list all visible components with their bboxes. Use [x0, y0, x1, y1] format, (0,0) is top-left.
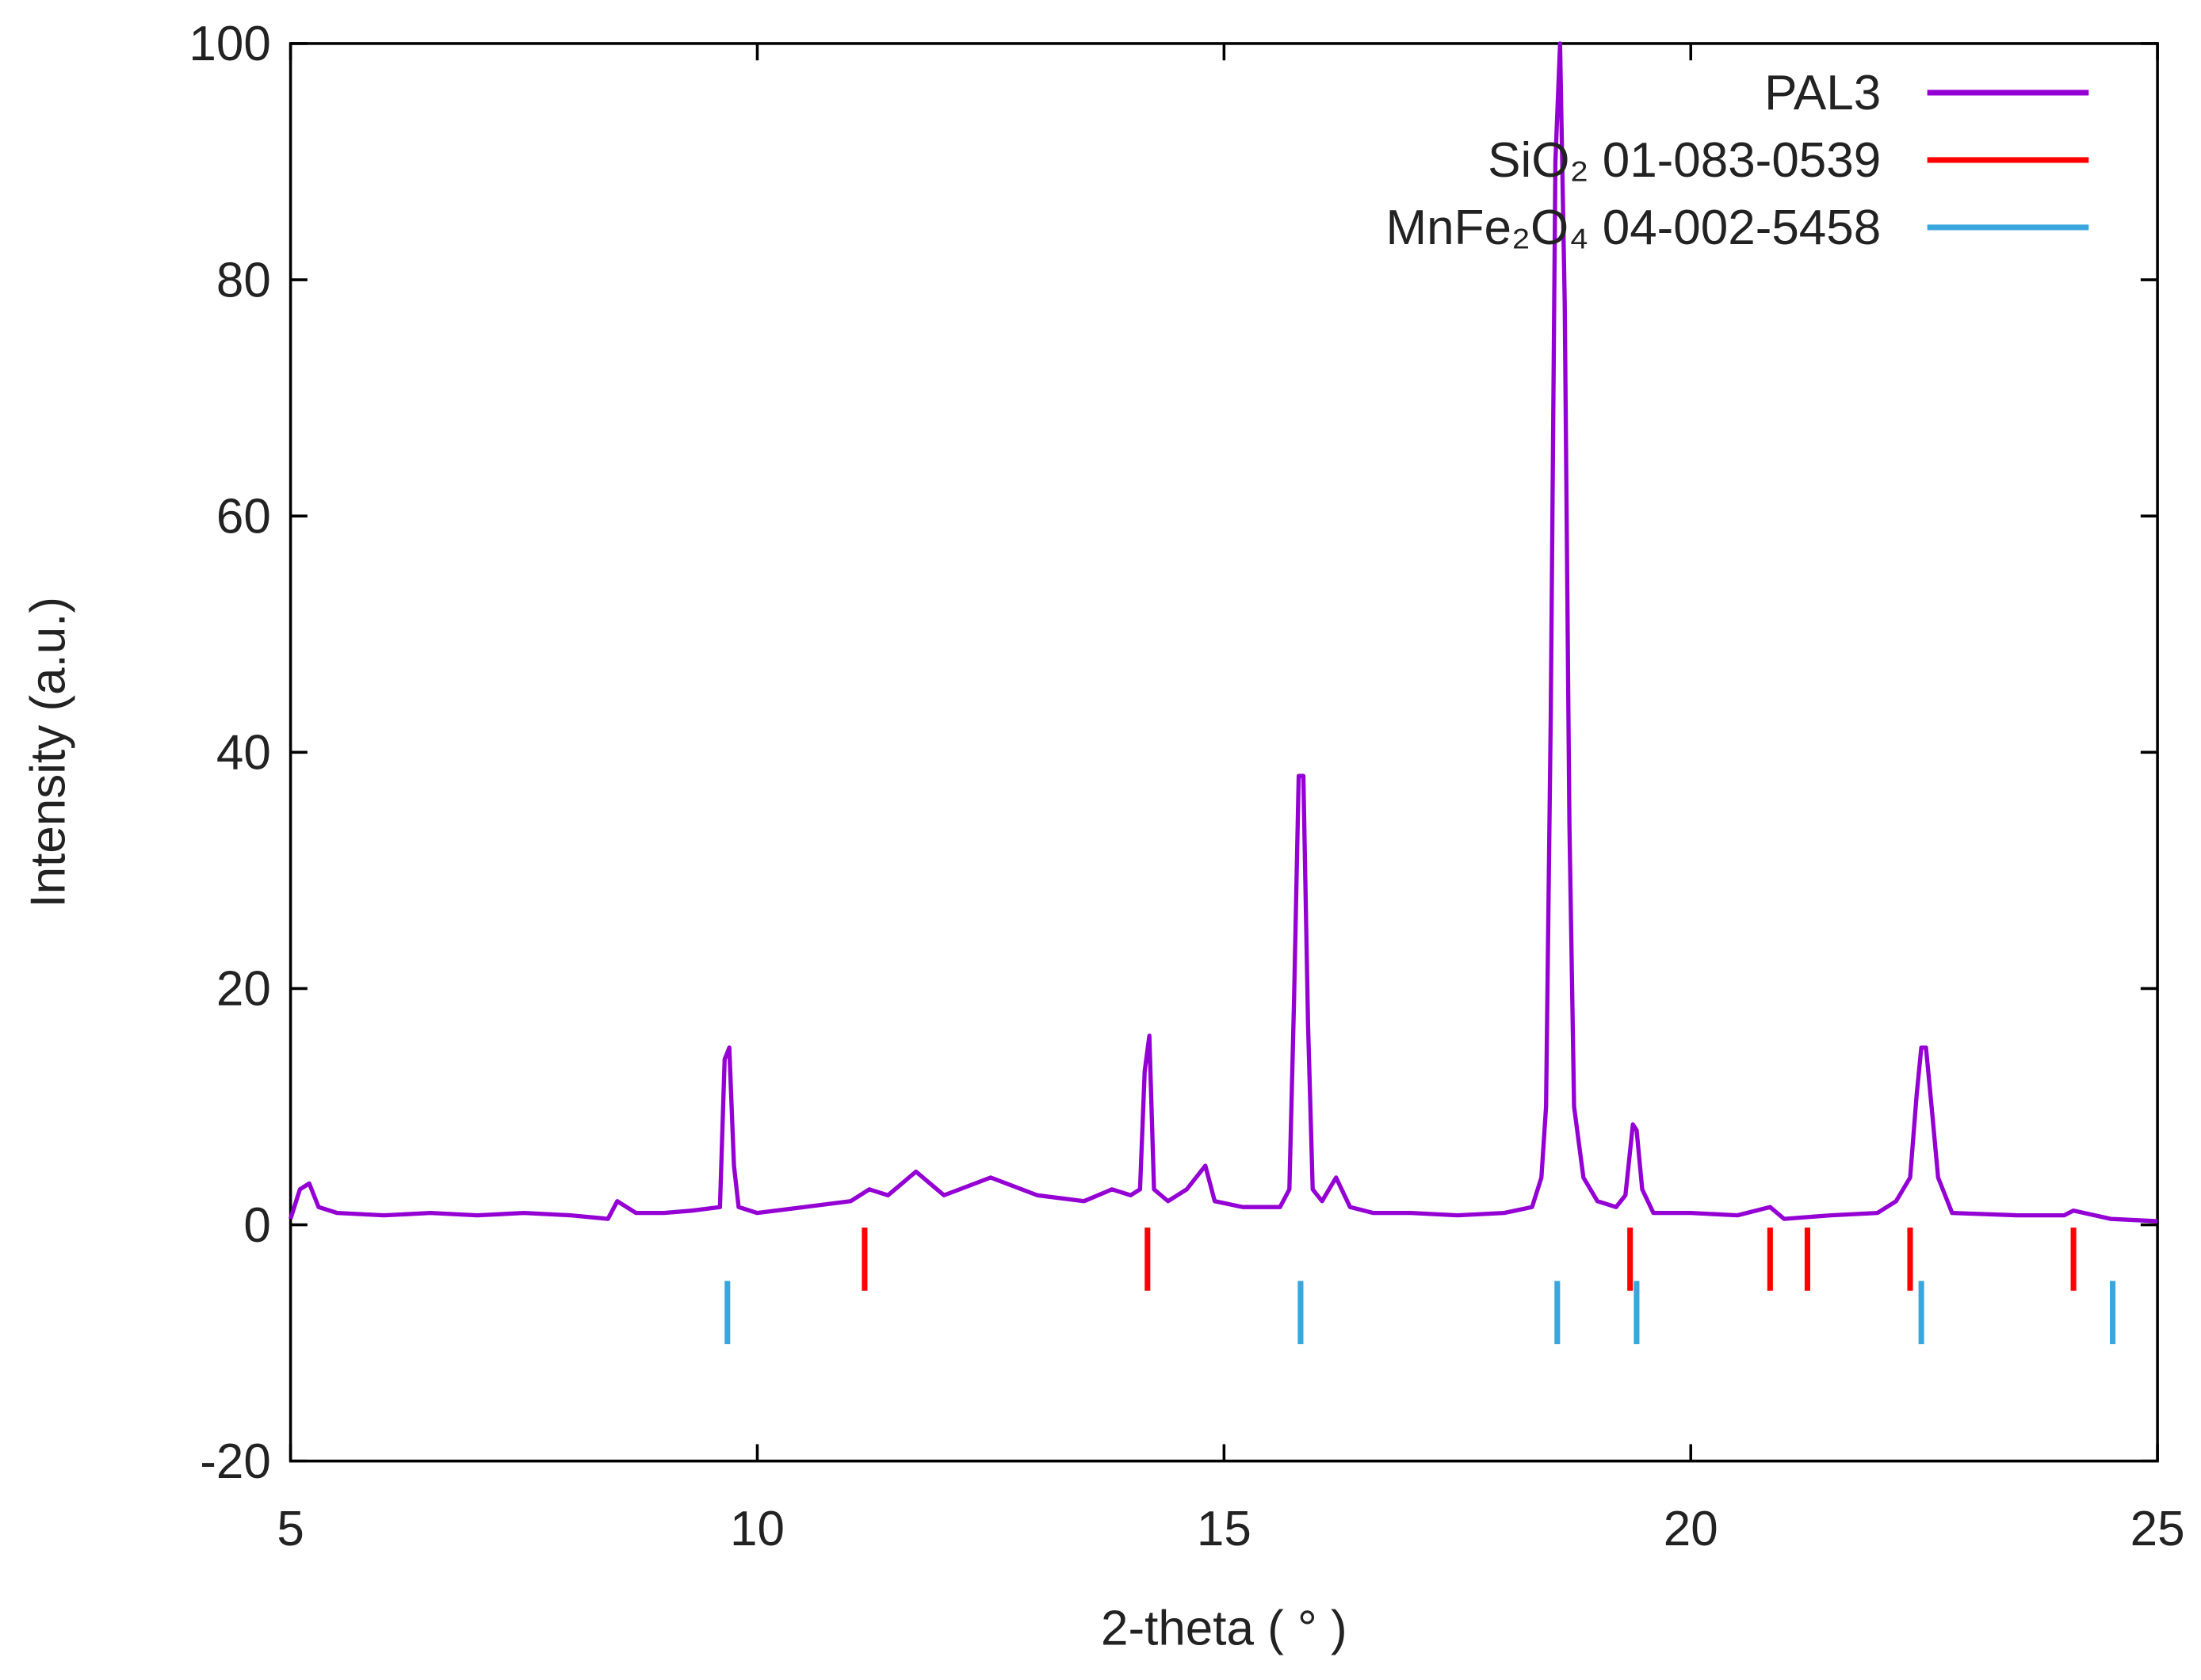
y-tick-label: -20 [200, 1434, 271, 1489]
y-axis-label: Intensity (a.u.) [21, 597, 75, 908]
legend-label: PAL3 [1764, 66, 1881, 120]
x-tick-label: 5 [277, 1502, 304, 1556]
y-tick-label: 80 [216, 253, 271, 307]
x-axis-label: 2-theta ( ° ) [1101, 1602, 1347, 1656]
y-tick-label: 40 [216, 726, 271, 781]
legend-label: SiO₂ 01-083-0539 [1488, 133, 1881, 188]
x-tick-label: 20 [1664, 1502, 1718, 1556]
y-tick-label: 0 [243, 1198, 270, 1253]
x-tick-label: 25 [2130, 1502, 2185, 1556]
legend-label: MnFe₂O₄ 04-002-5458 [1386, 200, 1882, 255]
x-tick-label: 15 [1197, 1502, 1251, 1556]
data-line [288, 41, 2158, 1224]
y-tick-label: 20 [216, 962, 271, 1017]
plot-frame [288, 42, 2159, 1463]
x-tick-label: 10 [730, 1502, 785, 1556]
y-tick-label: 60 [216, 489, 271, 544]
y-tick-label: 100 [189, 17, 270, 71]
